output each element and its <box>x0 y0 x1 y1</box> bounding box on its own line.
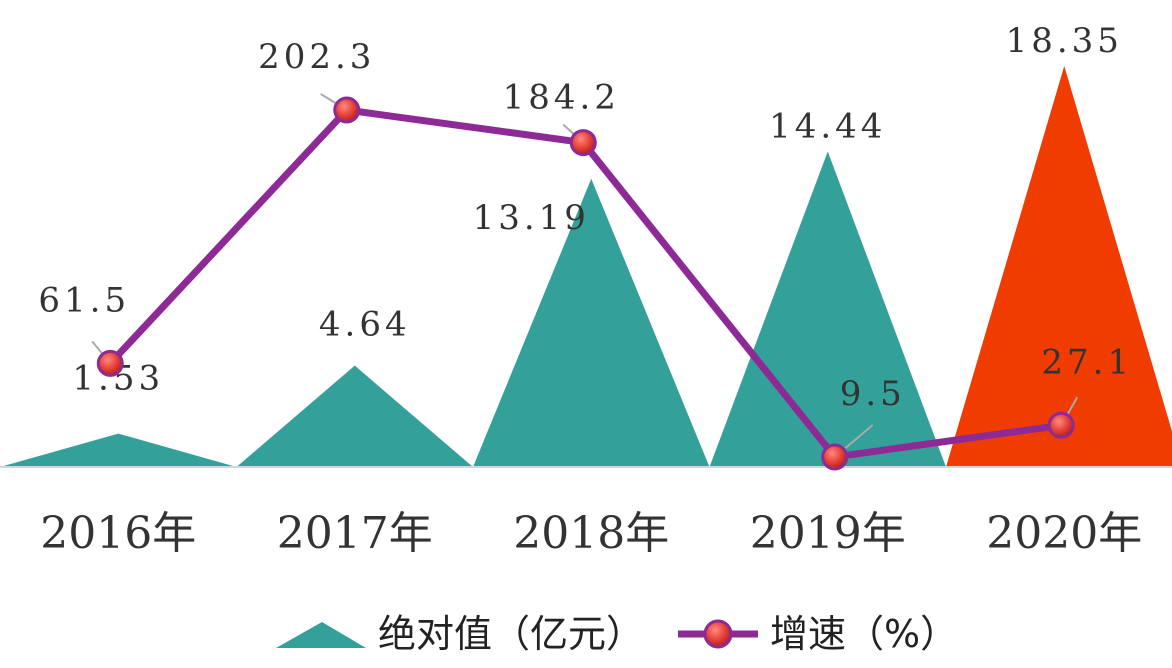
x-tick-label: 2019年 <box>750 508 906 559</box>
x-tick-label: 2017年 <box>277 508 433 559</box>
bar-value-label: 13.19 <box>473 198 590 238</box>
legend-line-label: 增速（%） <box>770 612 958 656</box>
bar-value-label: 14.44 <box>769 106 886 146</box>
legend: 绝对值（亿元） 增速（%） <box>276 612 958 656</box>
bar-triangle-2016 <box>0 433 237 467</box>
line-marker <box>821 443 849 471</box>
legend-bar-swatch <box>276 622 366 648</box>
line-marker <box>333 96 361 124</box>
line-marker <box>569 129 597 157</box>
x-tick-label: 2018年 <box>513 508 669 559</box>
x-tick-label: 2016年 <box>40 508 196 559</box>
bar-value-label: 4.64 <box>319 305 411 345</box>
bar-triangle-2020 <box>946 66 1172 467</box>
legend-line-marker <box>703 619 733 649</box>
line-value-label: 184.2 <box>503 78 620 118</box>
legend-bar-label: 绝对值（亿元） <box>378 612 644 656</box>
line-value-label: 202.3 <box>258 37 375 77</box>
bar-triangle-2017 <box>236 365 473 467</box>
line-series: 61.5 202.3 184.2 9.5 27.1 <box>38 37 1133 471</box>
bar-series <box>0 66 1172 468</box>
bar-triangle-2018 <box>473 178 710 468</box>
line-marker <box>1047 411 1075 439</box>
bar-value-label: 18.35 <box>1006 21 1123 61</box>
line-value-label: 9.5 <box>840 374 906 414</box>
line-marker <box>96 349 124 377</box>
line-value-label: 27.1 <box>1041 342 1133 382</box>
x-axis-tick-labels: 2016年 2017年 2018年 2019年 2020年 <box>40 508 1142 559</box>
line-value-label: 61.5 <box>38 280 130 320</box>
x-tick-label: 2020年 <box>986 508 1142 559</box>
bar-triangle-2019 <box>709 151 946 467</box>
